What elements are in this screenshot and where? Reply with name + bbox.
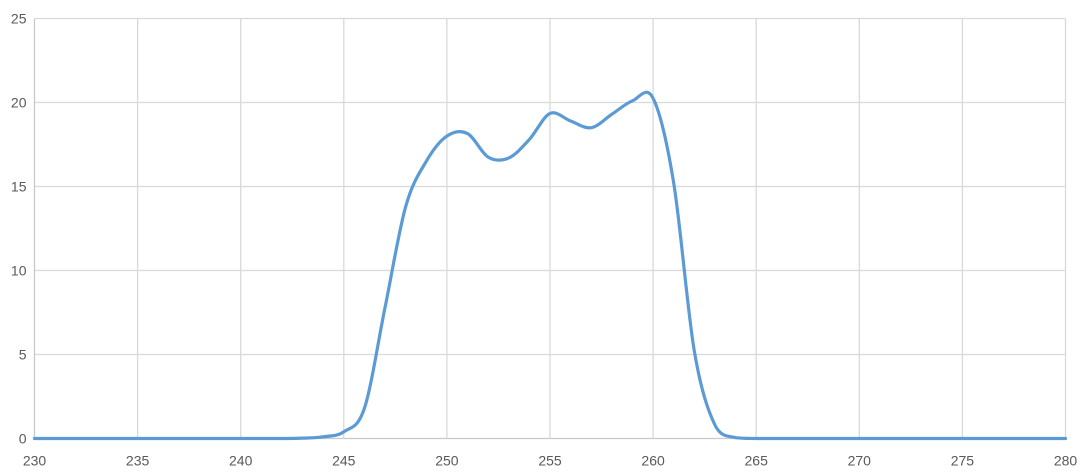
- x-axis-tick-label: 270: [848, 453, 872, 469]
- x-axis-tick-label: 240: [229, 453, 253, 469]
- x-axis-tick-label: 250: [435, 453, 459, 469]
- x-axis-tick-label: 255: [538, 453, 562, 469]
- x-axis-tick-label: 230: [23, 453, 47, 469]
- y-axis-tick-label: 15: [11, 179, 27, 195]
- x-axis-tick-label: 265: [745, 453, 769, 469]
- y-axis-tick-label: 5: [19, 347, 27, 363]
- y-axis-tick-label: 0: [19, 431, 27, 447]
- y-axis-tick-label: 10: [11, 263, 27, 279]
- x-axis-tick-label: 275: [951, 453, 975, 469]
- x-axis-tick-label: 280: [1054, 453, 1078, 469]
- y-axis-tick-label: 25: [11, 11, 27, 27]
- x-axis-tick-label: 235: [126, 453, 150, 469]
- x-axis-tick-label: 260: [641, 453, 665, 469]
- y-axis-tick-label: 20: [11, 95, 27, 111]
- x-axis-tick-label: 245: [332, 453, 356, 469]
- series-line: [32, 90, 1068, 441]
